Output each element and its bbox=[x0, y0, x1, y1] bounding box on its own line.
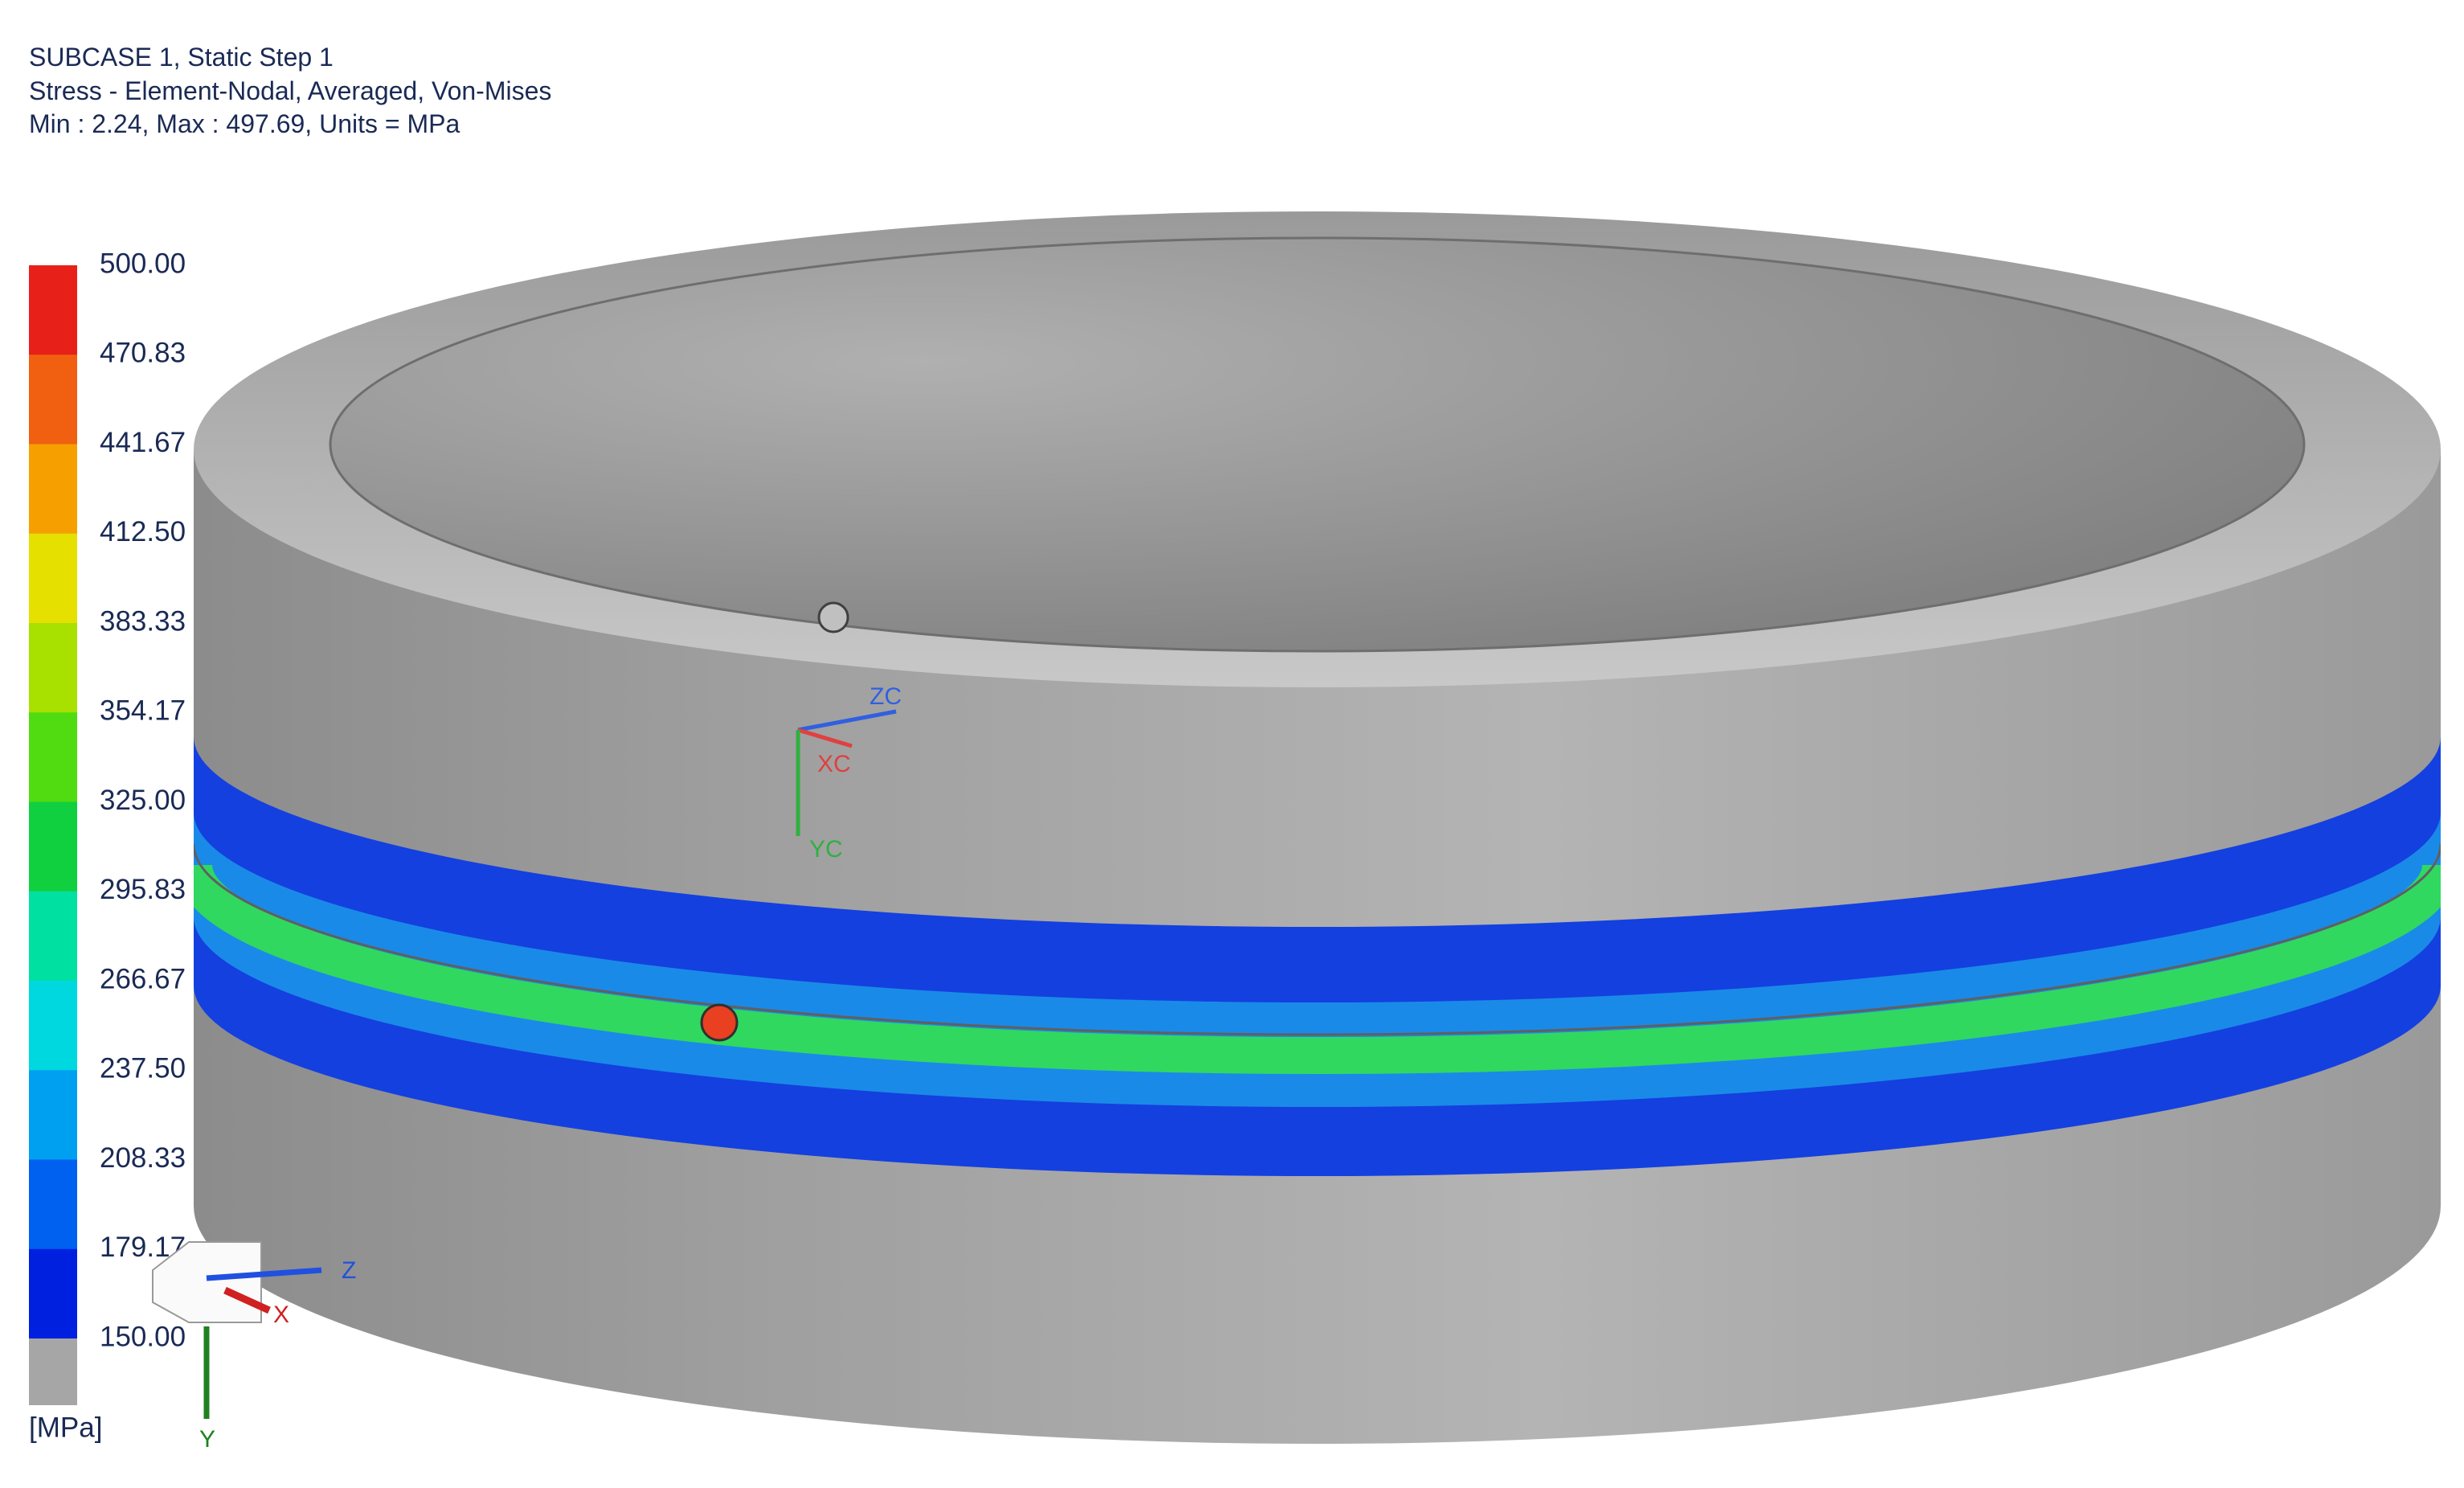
legend-label: 208.33 bbox=[100, 1142, 186, 1174]
legend-swatch bbox=[29, 1070, 77, 1160]
legend-swatch bbox=[29, 1338, 77, 1405]
axis-x bbox=[223, 1286, 271, 1314]
legend-swatch bbox=[29, 801, 77, 892]
legend-swatch bbox=[29, 533, 77, 624]
legend: 500.00 470.83 441.67 412.50 383.33 354.17 325.… bbox=[29, 248, 186, 1443]
legend-swatch bbox=[29, 623, 77, 713]
legend-label: 266.67 bbox=[100, 963, 186, 994]
legend-label: 354.17 bbox=[100, 695, 186, 727]
legend-label: 237.50 bbox=[100, 1053, 186, 1084]
legend-label: 500.00 bbox=[100, 248, 186, 279]
axis-label: X bbox=[273, 1301, 289, 1328]
model bbox=[194, 211, 2441, 1444]
legend-label: 470.83 bbox=[100, 338, 186, 369]
axis-label: XC bbox=[817, 751, 851, 777]
legend-swatch bbox=[29, 444, 77, 535]
hotspot bbox=[700, 1003, 739, 1042]
header-line: SUBCASE 1, Static Step 1 bbox=[29, 43, 334, 72]
legend-swatch bbox=[29, 981, 77, 1071]
cylinder-bore bbox=[329, 236, 2306, 653]
axis-label: ZC bbox=[870, 683, 902, 710]
legend-label: 412.50 bbox=[100, 516, 186, 547]
axis-z bbox=[797, 709, 897, 732]
legend-label: 325.00 bbox=[100, 785, 186, 816]
work-triad: ZC XC YC bbox=[796, 683, 902, 863]
abs-triad: Z X Y bbox=[152, 1241, 356, 1453]
stress-band bbox=[194, 736, 2441, 1176]
band-high bbox=[194, 864, 2441, 1074]
header-line: Min : 2.24, Max : 497.69, Units = MPa bbox=[29, 109, 460, 138]
view-cube bbox=[152, 1241, 262, 1323]
legend-swatch bbox=[29, 712, 77, 802]
legend-swatch bbox=[29, 1248, 77, 1339]
axis-label: YC bbox=[809, 836, 843, 863]
axis-label: Z bbox=[342, 1257, 356, 1284]
legend-label: 383.33 bbox=[100, 605, 186, 637]
legend-swatch bbox=[29, 355, 77, 445]
legend-swatch bbox=[29, 891, 77, 982]
legend-swatch bbox=[29, 265, 77, 355]
legend-units: [MPa] bbox=[29, 1412, 102, 1443]
marker bbox=[817, 601, 849, 633]
legend-label: 150.00 bbox=[100, 1321, 186, 1352]
groove bbox=[194, 843, 2441, 1036]
legend-label: 295.83 bbox=[100, 874, 186, 905]
axis-x bbox=[797, 728, 853, 748]
axis-z bbox=[206, 1267, 322, 1281]
axis-label: Y bbox=[199, 1426, 215, 1453]
legend-swatch bbox=[29, 1159, 77, 1250]
legend-label: 441.67 bbox=[100, 427, 186, 458]
header-line: Stress - Element-Nodal, Averaged, Von-Mi… bbox=[29, 76, 551, 105]
header: SUBCASE 1, Static Step 1 Stress - Elemen… bbox=[29, 43, 551, 138]
